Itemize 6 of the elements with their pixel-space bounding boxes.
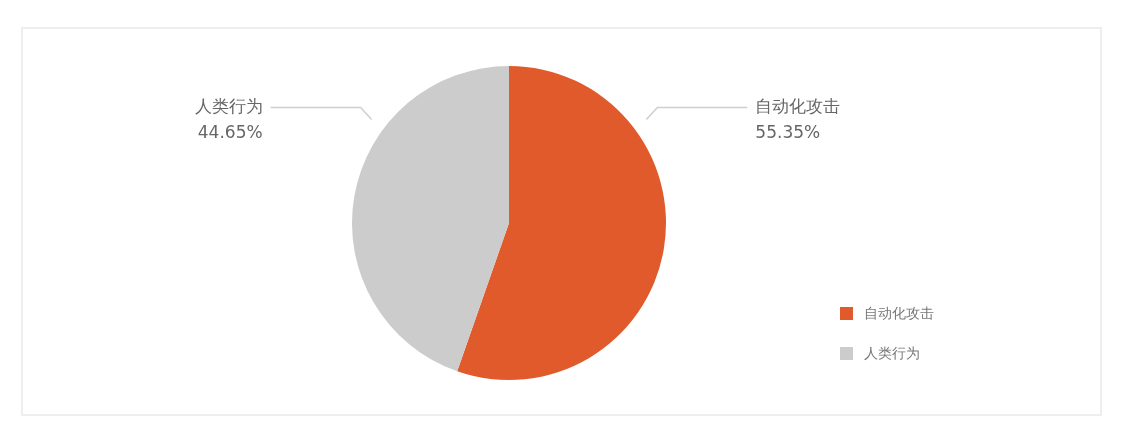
slice-label: 人类行为 bbox=[194, 95, 263, 116]
legend-label: 自动化攻击 bbox=[864, 304, 934, 321]
data-label: 44.65% bbox=[197, 121, 263, 142]
slice-label: 自动化攻击 bbox=[755, 95, 841, 116]
legend-label: 人类行为 bbox=[864, 344, 920, 361]
data-label: 55.35% bbox=[755, 121, 821, 142]
